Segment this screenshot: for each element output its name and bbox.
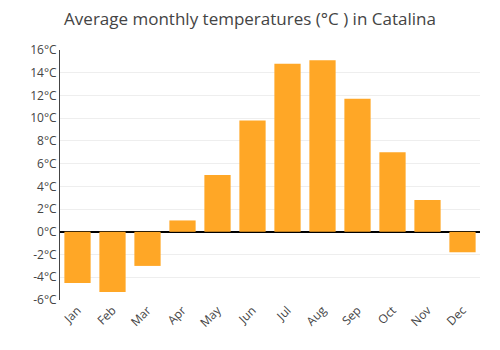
svg-text:-6°C: -6°C [33, 291, 57, 308]
svg-text:-4°C: -4°C [33, 268, 57, 285]
svg-text:6°C: 6°C [37, 155, 57, 172]
svg-text:4°C: 4°C [37, 178, 57, 195]
svg-text:14°C: 14°C [30, 64, 57, 81]
svg-text:2°C: 2°C [37, 200, 57, 217]
svg-text:Apr: Apr [164, 302, 190, 328]
svg-text:8°C: 8°C [37, 132, 57, 149]
svg-text:10°C: 10°C [30, 109, 57, 126]
svg-text:Nov: Nov [407, 302, 435, 330]
svg-text:Aug: Aug [302, 302, 330, 330]
svg-text:Jul: Jul [272, 302, 294, 324]
svg-text:16°C: 16°C [30, 41, 57, 58]
svg-text:May: May [196, 301, 225, 330]
svg-text:Feb: Feb [93, 302, 119, 328]
svg-text:Jan: Jan [60, 302, 85, 327]
svg-text:Sep: Sep [338, 302, 365, 329]
svg-text:-2°C: -2°C [33, 246, 57, 263]
svg-text:Average monthly temperatures (: Average monthly temperatures (°C ) in Ca… [64, 7, 436, 30]
svg-text:Oct: Oct [374, 302, 400, 328]
svg-text:Jun: Jun [234, 302, 259, 327]
svg-text:12°C: 12°C [30, 87, 57, 104]
svg-text:Dec: Dec [443, 302, 470, 329]
svg-text:Mar: Mar [127, 302, 155, 330]
svg-text:0°C: 0°C [37, 223, 57, 240]
